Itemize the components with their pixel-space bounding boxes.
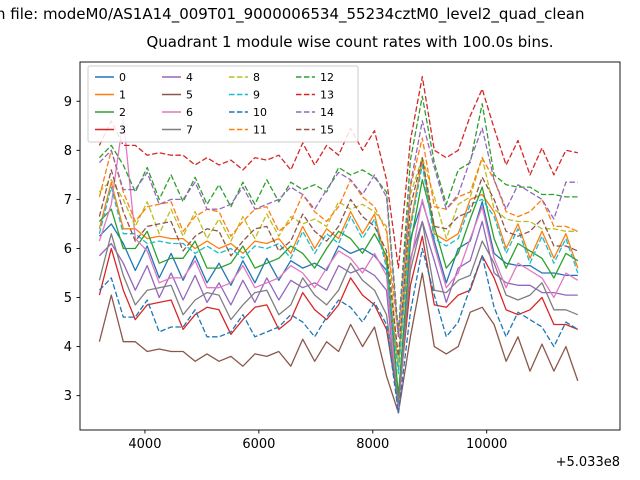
series-line-2 xyxy=(98,179,579,397)
axes-spines xyxy=(79,61,621,431)
legend-label-4: 4 xyxy=(186,71,193,84)
legend-entry: 13 xyxy=(296,89,334,102)
series-line-7 xyxy=(98,220,579,404)
y-tick-label: 6 xyxy=(64,242,72,257)
legend-entry: 14 xyxy=(296,106,334,119)
y-tick-label: 7 xyxy=(64,193,72,208)
legend-label-10: 10 xyxy=(253,106,267,119)
legend-label-1: 1 xyxy=(119,89,126,102)
legend-label-2: 2 xyxy=(119,106,126,119)
series-line-4 xyxy=(98,220,578,414)
legend-label-5: 5 xyxy=(186,89,193,102)
x-tick-label: 10000 xyxy=(466,437,507,452)
legend-entry: 6 xyxy=(162,106,193,119)
legend-entry: 10 xyxy=(229,106,267,119)
plot-lines xyxy=(98,76,579,414)
x-tick-label: 6000 xyxy=(242,437,275,452)
legend-label-9: 9 xyxy=(253,89,260,102)
legend-entry: 8 xyxy=(229,71,260,84)
legend-box xyxy=(87,65,359,143)
legend-label-8: 8 xyxy=(253,71,260,84)
legend-entry: 1 xyxy=(95,89,126,102)
legend-entry: 7 xyxy=(162,124,193,137)
y-tick-label: 4 xyxy=(64,340,72,355)
y-tick-label: 5 xyxy=(64,291,72,306)
legend-entry: 9 xyxy=(229,89,260,102)
y-tick-label: 9 xyxy=(64,95,72,110)
legend-label-3: 3 xyxy=(119,124,126,137)
legend-label-0: 0 xyxy=(119,71,126,84)
series-line-9 xyxy=(98,164,579,375)
legend-label-7: 7 xyxy=(186,124,193,137)
series-line-14 xyxy=(98,120,578,338)
axes-title: Quadrant 1 module wise count rates with … xyxy=(146,33,554,51)
legend-entry: 0 xyxy=(95,71,126,84)
legend-label-15: 15 xyxy=(320,124,334,137)
legend-entry: 12 xyxy=(296,71,334,84)
legend-label-11: 11 xyxy=(253,124,267,137)
series-line-15 xyxy=(98,157,579,358)
legend-entry: 11 xyxy=(229,124,267,137)
series-line-12 xyxy=(98,95,578,333)
y-tick-label: 3 xyxy=(64,389,72,404)
x-tick-label: 4000 xyxy=(128,437,161,452)
series-line-8 xyxy=(98,157,578,367)
legend-entry: 5 xyxy=(162,89,193,102)
series-line-6 xyxy=(98,117,579,414)
legend-entry: 3 xyxy=(95,124,126,137)
legend-entry: 2 xyxy=(95,106,126,119)
series-line-3 xyxy=(98,235,579,404)
x-axis-offset-label: +5.033e8 xyxy=(556,455,620,470)
legend-label-14: 14 xyxy=(320,106,334,119)
figure-title-file: n file: modeM0/AS1A14_009T01_9000006534_… xyxy=(0,5,585,23)
legend-entry: 15 xyxy=(296,124,334,137)
series-line-10 xyxy=(98,247,579,414)
x-tick-label: 8000 xyxy=(356,437,389,452)
series-line-0 xyxy=(98,201,578,412)
legend-label-12: 12 xyxy=(320,71,334,84)
series-line-1 xyxy=(98,159,579,370)
legend-label-6: 6 xyxy=(186,106,193,119)
legend-entry: 4 xyxy=(162,71,193,84)
y-tick-label: 8 xyxy=(64,144,72,159)
legend-label-13: 13 xyxy=(320,89,334,102)
series-line-5 xyxy=(98,272,579,414)
series-line-13 xyxy=(98,76,578,269)
